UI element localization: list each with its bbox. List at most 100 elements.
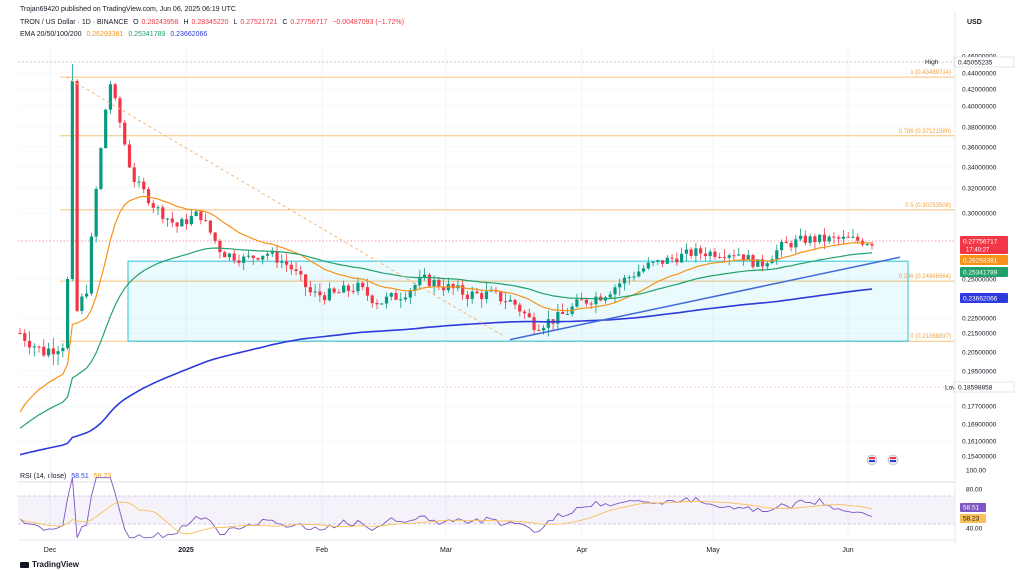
candle-body: [413, 285, 417, 291]
candle-body: [651, 261, 655, 263]
x-tick-label: Apr: [577, 547, 589, 554]
rsi-ma-line: [19, 500, 873, 535]
candle-body: [622, 277, 627, 284]
candle-body: [342, 285, 346, 293]
rsi-tick-label: 100.00: [966, 468, 986, 475]
price-tag: [960, 267, 1008, 277]
low-tag: [953, 381, 1015, 393]
high-value: 0.45055235: [958, 60, 993, 67]
y-tick-label: 0.32000000: [962, 186, 997, 193]
candle-body: [332, 288, 336, 293]
candle-body: [180, 219, 184, 227]
candle-body: [370, 295, 374, 304]
candle-body: [403, 297, 408, 300]
candle-body: [584, 299, 589, 304]
x-tick-label: Jun: [842, 547, 853, 554]
rsi-ma-value-tag: [960, 514, 986, 523]
y-tick-label: 0.15400000: [962, 454, 997, 461]
candle-body: [237, 260, 241, 263]
candle-body: [23, 333, 27, 341]
candle-body: [699, 248, 703, 254]
decline-trendline: [65, 76, 506, 338]
fib-label: 0.236 (0.24866864): [899, 274, 951, 280]
candle-body: [856, 236, 860, 241]
low-value: 0.27521721: [240, 19, 278, 26]
candle-body: [737, 254, 741, 256]
tradingview-logo: TradingView: [20, 560, 79, 569]
close-label: C: [282, 19, 288, 26]
candle-body: [608, 294, 612, 298]
candle-body: [289, 264, 293, 270]
candle-body: [204, 220, 208, 222]
candle-body: [142, 181, 146, 190]
fib-label: 0.786 (0.37121580): [899, 129, 951, 135]
rsi-tick-label: 40.00: [966, 526, 983, 533]
x-tick-label: May: [706, 547, 720, 554]
candle-body: [275, 251, 279, 263]
candle-body: [465, 294, 470, 299]
candle-body: [346, 285, 351, 291]
candle-body: [689, 249, 693, 256]
candle-body: [380, 303, 384, 305]
close-value: 0.27756717: [290, 19, 328, 26]
candle-body: [199, 211, 203, 221]
candle-body: [660, 260, 665, 264]
candle-body: [175, 222, 179, 227]
candle-body: [427, 274, 431, 287]
fib-label: 1 (0.43489714): [910, 70, 951, 76]
x-tick-label: Dec: [44, 547, 57, 554]
candle-body: [837, 237, 841, 239]
event-flag-icon: [869, 457, 875, 459]
candle-body: [546, 319, 550, 328]
candle-body: [641, 268, 646, 272]
candle-body: [751, 255, 755, 267]
ema50-value: 0.25341789: [128, 31, 166, 38]
high-label: H: [183, 19, 189, 26]
candle-body: [656, 260, 660, 262]
candle-body: [484, 291, 489, 300]
price-tag-value: 0.27756717: [963, 239, 998, 246]
rsi-value-tag-text: 58.51: [963, 505, 980, 512]
candle-body: [732, 255, 736, 257]
candle-body: [108, 84, 113, 110]
candle-body: [541, 327, 546, 331]
candle-body: [684, 249, 688, 254]
candle-body: [51, 348, 55, 355]
y-tick-label: 0.21500000: [962, 331, 997, 338]
candle-body: [18, 333, 22, 334]
candle-body: [123, 122, 127, 145]
x-tick-label: 2025: [178, 547, 194, 554]
high-value: 0.28345220: [191, 19, 229, 26]
candle-body: [703, 253, 708, 257]
candle-body: [270, 251, 274, 254]
candle-body: [418, 277, 422, 286]
candle-body: [65, 279, 70, 349]
currency-label: USD: [967, 19, 982, 26]
candle-body: [746, 255, 750, 261]
candle-body: [451, 284, 455, 289]
candle-body: [508, 299, 512, 302]
candle-body: [151, 203, 155, 208]
ema-line: [19, 288, 873, 456]
candle-body: [46, 348, 51, 356]
candle-body: [665, 257, 669, 264]
candle-body: [822, 234, 827, 242]
candle-body: [694, 248, 698, 256]
candle-body: [813, 236, 817, 243]
open-label: O: [133, 19, 139, 26]
y-tick-label: 0.42000000: [962, 87, 997, 94]
candle-body: [618, 283, 622, 288]
change-value: −0.00487093 (−1.72%): [332, 19, 404, 26]
y-tick-label: 0.20500000: [962, 350, 997, 357]
candle-body: [127, 144, 132, 168]
y-tick-label: 0.34000000: [962, 165, 997, 172]
candle-body: [375, 303, 379, 305]
candle-body: [223, 252, 227, 258]
candle-body: [399, 299, 403, 301]
fib-label: 0.5 (0.30253508): [905, 203, 951, 209]
y-tick-label: 0.40000000: [962, 104, 997, 111]
low-label: L: [233, 19, 238, 26]
candle-body: [784, 241, 788, 244]
candle-body: [165, 218, 170, 220]
